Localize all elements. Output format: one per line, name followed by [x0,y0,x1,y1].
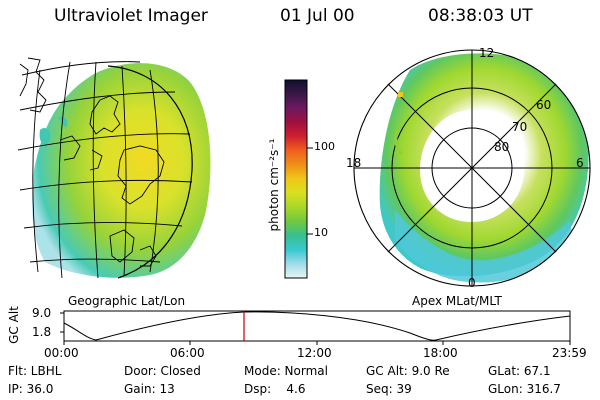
colorbar-fill [285,80,307,278]
mlt-label-6: 6 [576,156,584,170]
coastlines [19,57,165,267]
alt-axis-label: GC Alt [7,306,21,344]
mlat-label-80: 80 [494,140,510,154]
info-gcalt: GC Alt: 9.0 Re [366,364,450,378]
geographic-map [17,57,211,279]
alt-tick-low: 1.8 [32,325,52,339]
hotspot [398,92,403,97]
altitude-curve [63,311,571,341]
mlt-label-18: 18 [346,156,362,170]
earth-limb [107,65,193,279]
info-dsp: Dsp: 4.6 [244,382,306,396]
left-caption: Geographic Lat/Lon [68,294,186,308]
altitude-plot [60,310,571,345]
right-caption: Apex MLat/MLT [412,294,502,308]
mlt-label-0: 0 [468,276,476,290]
info-ip: IP: 36.0 [8,382,54,396]
time-tick-0000: 00:00 [44,346,79,360]
time-tick-1800: 18:00 [423,346,458,360]
alt-tick-high: 9.0 [32,306,52,320]
lon-grid [32,61,159,279]
aurora-speckle-left [39,116,68,145]
mlat-label-60: 60 [536,98,552,112]
info-seq: Seq: 39 [366,382,412,396]
colorbar [284,79,313,279]
info-door: Door: Closed [124,364,201,378]
time-tick-1200: 12:00 [297,346,332,360]
info-mode: Mode: Normal [244,364,328,378]
instrument-title: Ultraviolet Imager [54,6,208,26]
info-flt: Flt: LBHL [8,364,62,378]
mlat-label-70: 70 [512,120,528,134]
time-tick-0600: 06:00 [170,346,205,360]
time-tick-2359: 23:59 [552,346,587,360]
info-gain: Gain: 13 [124,382,175,396]
colorbar-unit-label: photon cm⁻²s⁻¹ [267,138,281,232]
mlt-label-12: 12 [479,46,495,60]
time-label: 08:38:03 UT [428,6,533,26]
info-glat: GLat: 67.1 [488,364,551,378]
colorbar-tick-100: 100 [314,140,335,153]
lat-grid [17,61,193,263]
aurora-cyan-band [395,210,575,283]
polar-plot [353,49,591,287]
aurora-emission-left [32,63,211,278]
info-glon: GLon: 316.7 [488,382,561,396]
aurora-oval-right [379,53,589,277]
colorbar-tick-10: 10 [314,226,328,239]
date-label: 01 Jul 00 [280,6,355,26]
